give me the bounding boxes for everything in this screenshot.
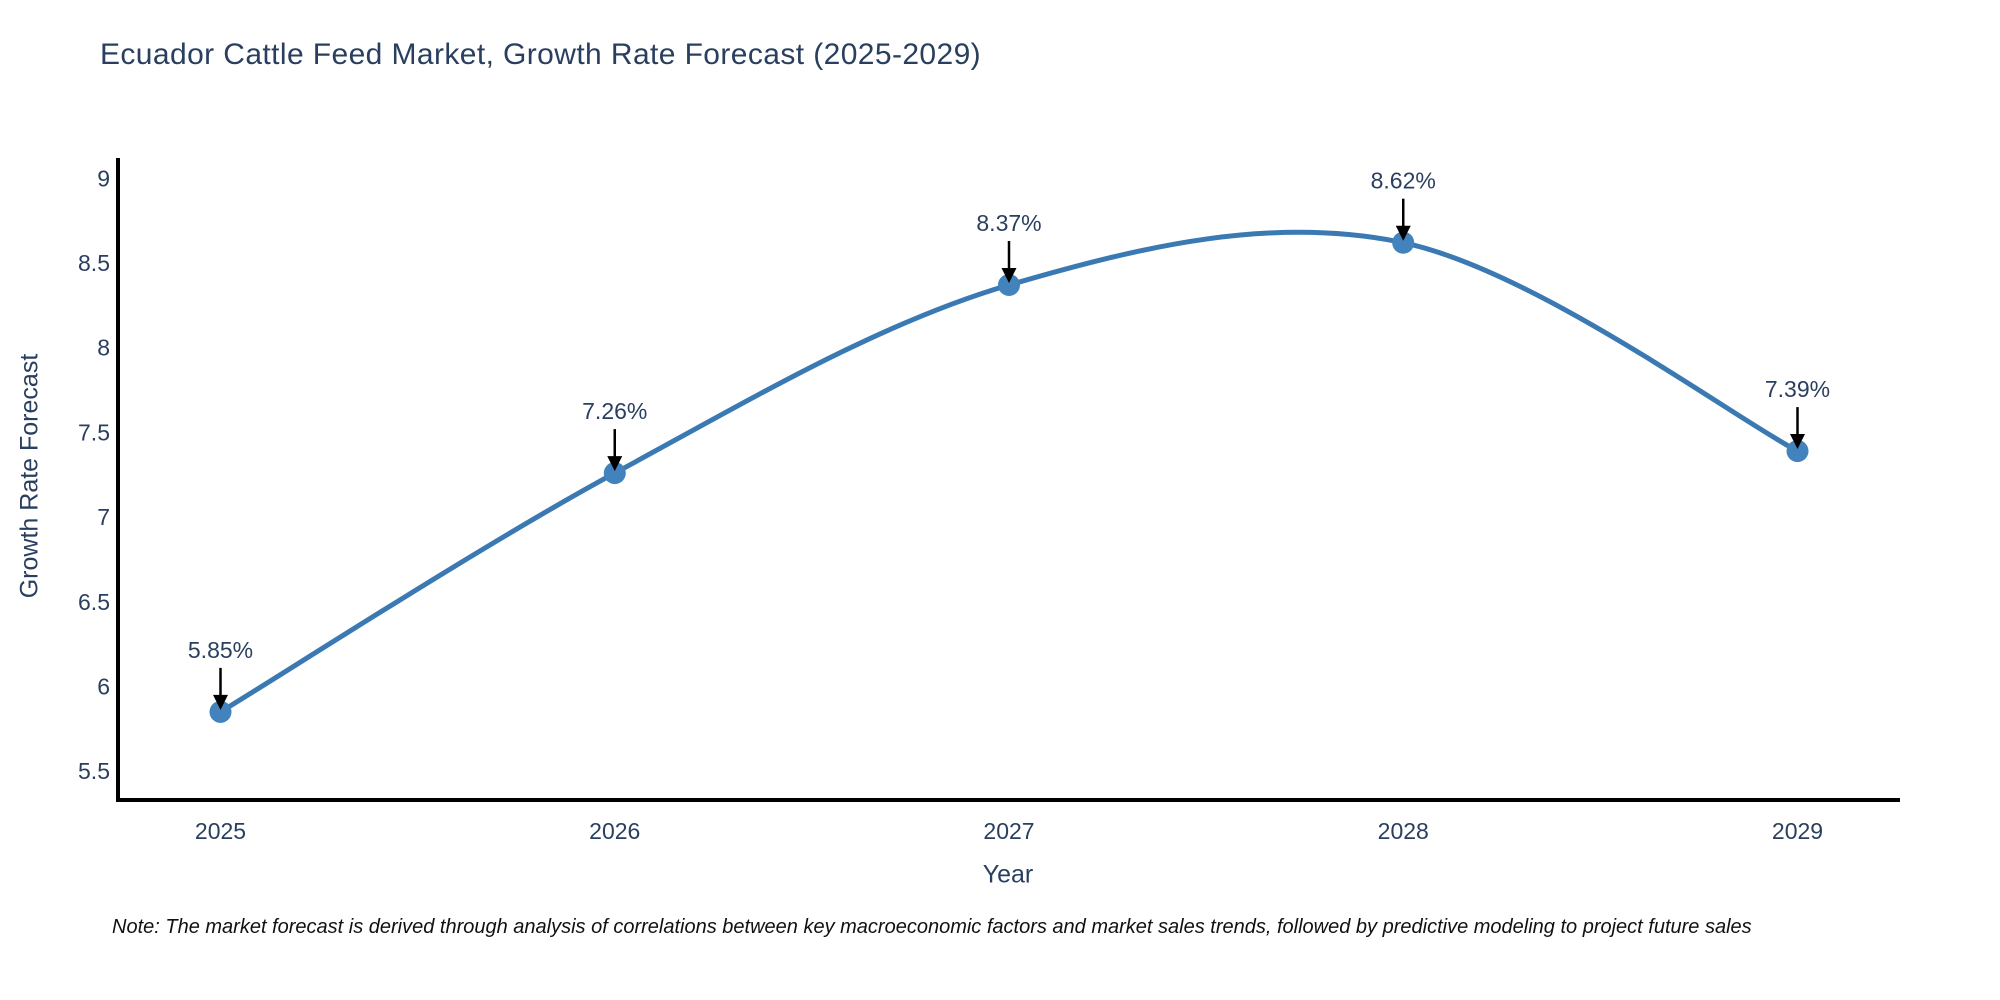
y-tick-label: 5.5 [78,758,110,784]
annotation-arrowhead-icon [1001,268,1017,284]
x-tick-label: 2027 [983,818,1034,844]
annotation-arrowhead-icon [1789,434,1805,450]
chart-title: Ecuador Cattle Feed Market, Growth Rate … [100,38,982,71]
x-tick-label: 2025 [195,818,246,844]
footnote: Note: The market forecast is derived thr… [112,916,1752,938]
y-tick-label: 9 [97,165,110,191]
annotation-label: 7.26% [582,398,647,424]
x-axis-title: Year [982,860,1034,889]
annotation-label: 8.62% [1371,168,1436,194]
x-tick-label: 2026 [589,818,640,844]
annotation-arrowhead-icon [213,694,229,710]
annotation-arrowhead-icon [607,456,623,472]
y-tick-label: 6.5 [78,589,110,615]
data-point[interactable] [1392,231,1415,254]
x-tick-label: 2028 [1378,818,1429,844]
y-tick-label: 8.5 [78,250,110,276]
y-tick-label: 7.5 [78,419,110,445]
y-tick-label: 8 [97,335,110,361]
data-point[interactable] [209,700,232,723]
annotation-arrowhead-icon [1395,225,1411,241]
x-tick-label: 2029 [1772,818,1823,844]
annotation-label: 8.37% [976,210,1041,236]
y-tick-label: 6 [97,674,110,700]
annotation-label: 7.39% [1765,376,1830,402]
trend-line [218,229,1800,715]
annotation-label: 5.85% [188,637,253,663]
y-tick-label: 7 [97,504,110,530]
data-point[interactable] [603,462,626,485]
data-point[interactable] [998,274,1020,296]
data-point[interactable] [1786,440,1809,463]
